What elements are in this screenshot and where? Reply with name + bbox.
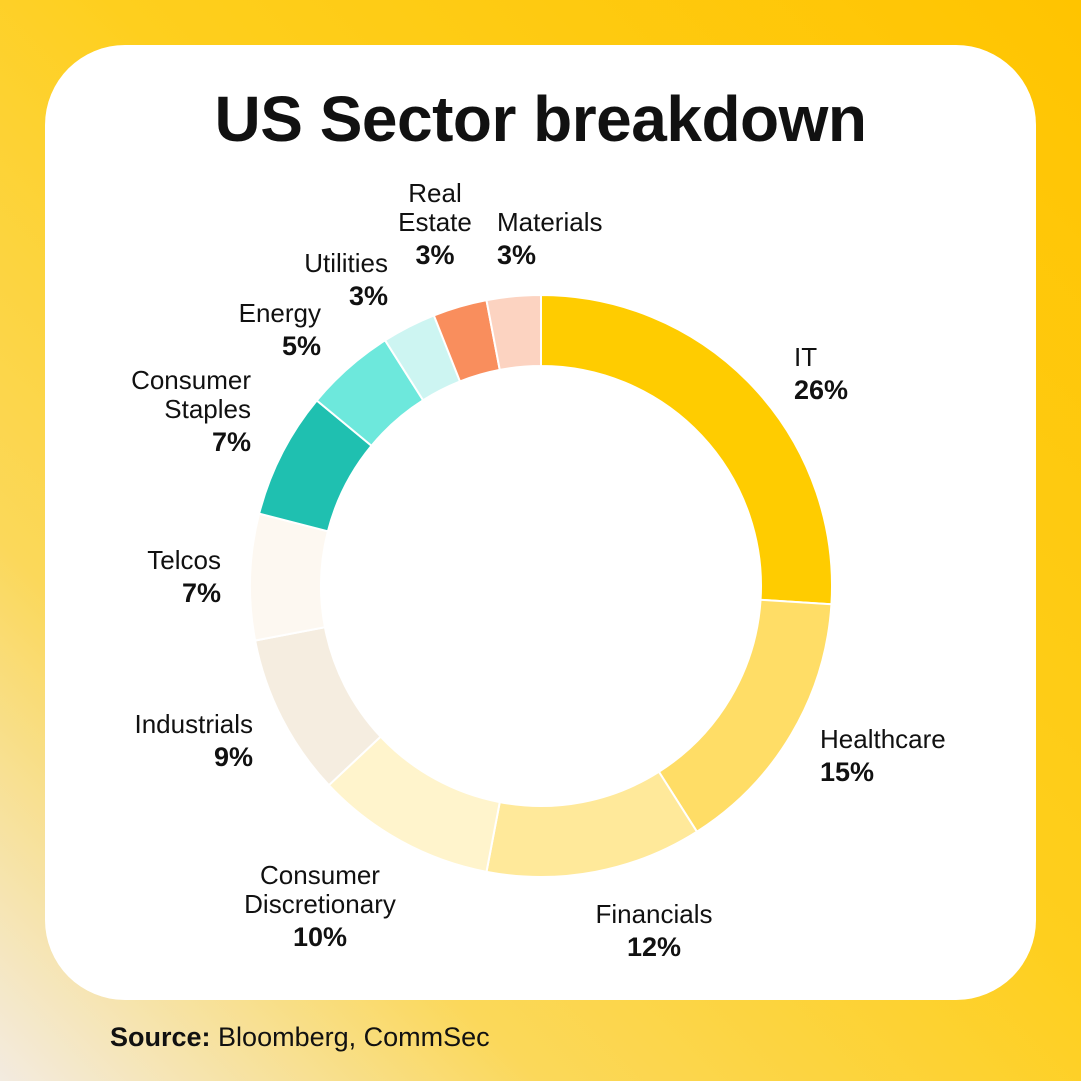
label-energy: Energy 5% (239, 299, 321, 361)
label-real-estate-name: Real Estate (398, 178, 472, 237)
label-utilities-value: 3% (348, 281, 388, 311)
slice-financials (485, 770, 699, 879)
label-it-value: 26% (794, 375, 849, 405)
label-healthcare-value: 15% (820, 757, 875, 787)
source-label: Source: (110, 1022, 211, 1052)
label-materials: Materials 3% (497, 208, 602, 270)
label-materials-value: 3% (497, 240, 537, 270)
label-industrials-value: 9% (213, 742, 253, 772)
label-materials-name: Materials (497, 207, 603, 237)
label-consumer-staples: Consumer Staples 7% (131, 366, 251, 457)
label-utilities-name: Utilities (304, 248, 388, 278)
label-energy-value: 5% (281, 331, 321, 361)
label-utilities: Utilities 3% (304, 249, 388, 311)
label-healthcare: Healthcare 15% (820, 725, 946, 787)
label-real-estate-value: 3% (415, 240, 455, 270)
source-note: Source: Bloomberg, CommSec (110, 1022, 490, 1053)
label-industrials-name: Industrials (134, 709, 254, 739)
label-telcos-value: 7% (181, 578, 221, 608)
page-title: US Sector breakdown (214, 83, 868, 155)
source-text: Bloomberg, CommSec (218, 1022, 490, 1052)
label-financials-name: Financials (595, 899, 713, 929)
label-consumer-discretionary-name: Consumer Discretionary (244, 860, 396, 919)
label-real-estate: Real Estate 3% (375, 179, 495, 270)
label-financials: Financials 12% (554, 900, 754, 962)
label-consumer-staples-name: Consumer Staples (131, 365, 251, 424)
label-consumer-discretionary-value: 10% (292, 922, 348, 952)
label-healthcare-name: Healthcare (820, 724, 946, 754)
label-it-name: IT (794, 342, 818, 372)
slice-materials (485, 293, 542, 372)
slice-telcos (249, 512, 330, 642)
label-industrials: Industrials 9% (135, 710, 254, 772)
label-telcos: Telcos 7% (147, 546, 221, 608)
label-consumer-discretionary: Consumer Discretionary 10% (210, 861, 430, 952)
label-it: IT 26% (794, 343, 848, 405)
label-financials-value: 12% (626, 932, 682, 962)
slice-it (540, 293, 833, 606)
label-telcos-name: Telcos (147, 545, 221, 575)
label-energy-name: Energy (238, 298, 321, 328)
label-consumer-staples-value: 7% (211, 427, 251, 457)
slice-healthcare (657, 598, 833, 834)
